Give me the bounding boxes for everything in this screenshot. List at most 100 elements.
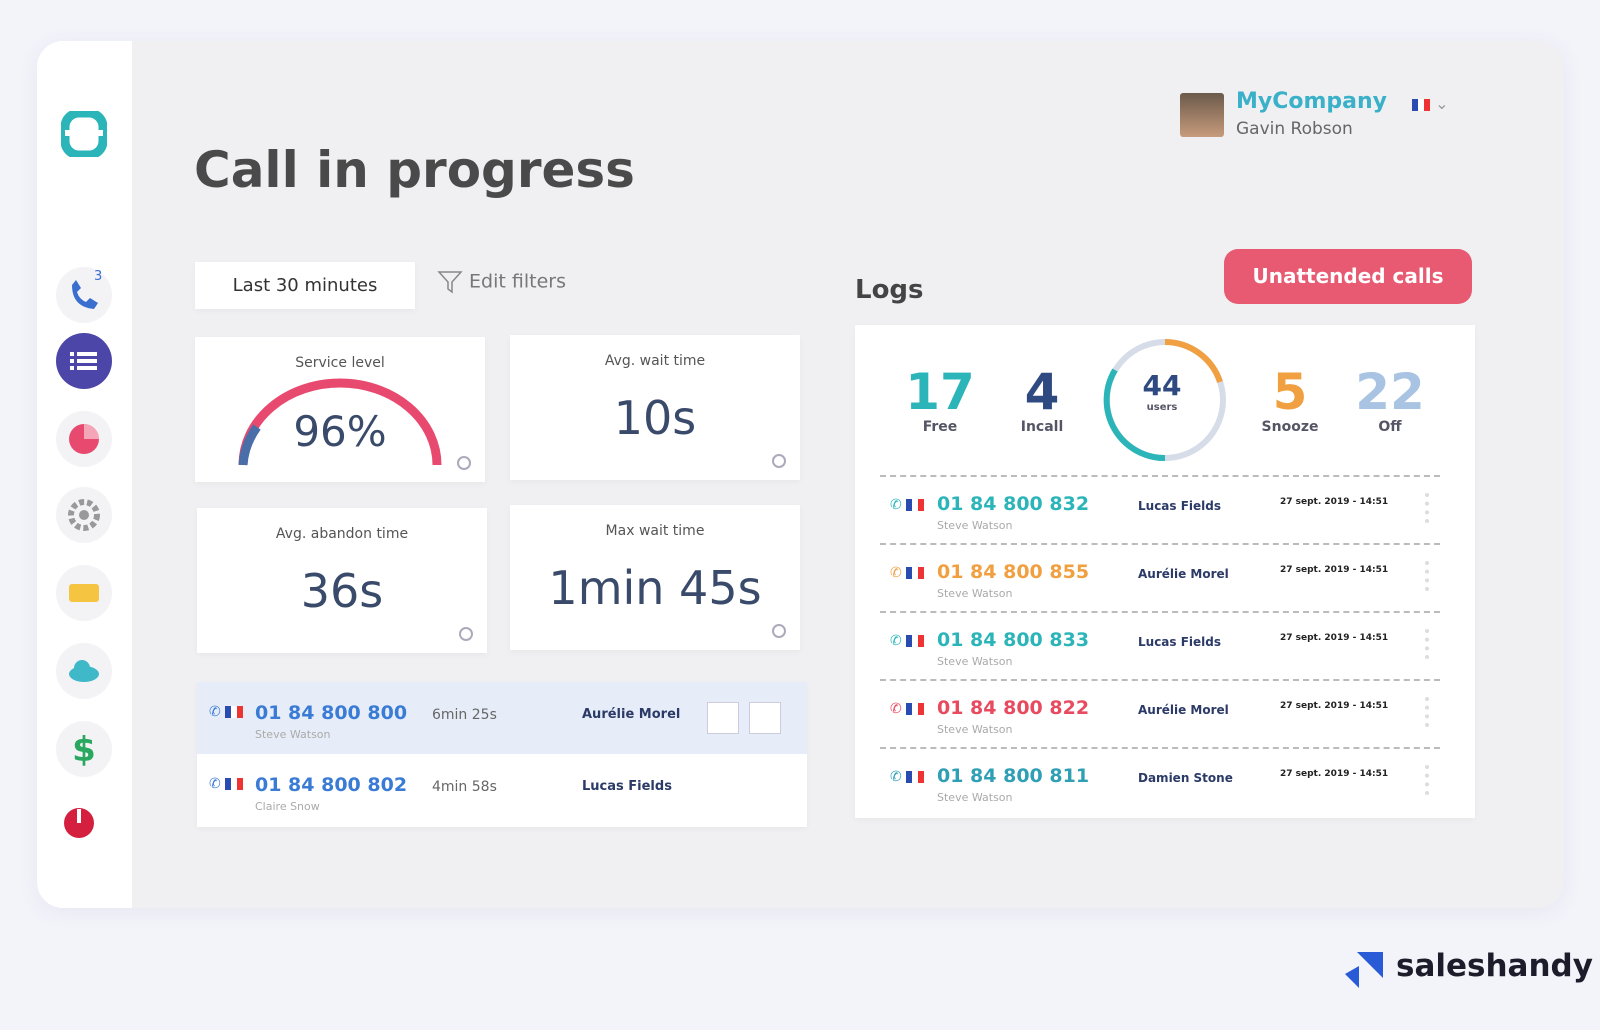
stat-value: 17 <box>905 363 975 421</box>
metric-label: Avg. abandon time <box>275 526 409 542</box>
log-row: ✆ 01 84 800 855 Steve Watson Aurélie Morel… <box>880 543 1440 609</box>
log-caller: Steve Watson <box>937 655 1013 668</box>
metric-label: Max wait time <box>605 523 705 539</box>
unattended-calls-button[interactable]: Unattended calls <box>1224 249 1472 304</box>
log-row: ✆ 01 84 800 832 Steve Watson Lucas Fields 2… <box>880 475 1440 541</box>
page-title: Call in progress <box>194 141 635 199</box>
stat-label: Off <box>1378 419 1402 435</box>
sidebar: 3 $ <box>37 41 132 908</box>
log-agent: Lucas Fields <box>1138 499 1222 513</box>
log-icon: ✆ <box>890 633 925 649</box>
call-icon: ✆ <box>209 776 244 792</box>
stat-label: Snooze <box>1261 419 1319 435</box>
brand-name: saleshandy <box>1396 948 1593 984</box>
metric-settings[interactable] <box>772 624 786 638</box>
list-nav[interactable] <box>56 333 112 389</box>
log-menu[interactable] <box>1425 697 1429 727</box>
log-number: 01 84 800 811 <box>937 765 1090 787</box>
log-agent: Aurélie Morel <box>1138 567 1229 581</box>
log-date: 27 sept. 2019 - 14:51 <box>1280 769 1389 779</box>
metric-value: 96% <box>293 407 387 456</box>
brand-logo <box>1345 952 1383 988</box>
gauge <box>238 378 442 466</box>
user-stat: 22 Off <box>1345 365 1435 435</box>
call-number: 01 84 800 802 <box>255 774 408 796</box>
log-caller: Steve Watson <box>937 723 1013 736</box>
edit-filters[interactable]: Edit filters <box>437 269 566 295</box>
logs-panel: 17 Free 4 Incall 44 users 5 Snooze 22 Off ✆ 01 84 … <box>855 325 1475 818</box>
user-stat: 4 Incall <box>997 365 1087 435</box>
agent-name: Aurélie Morel <box>582 707 681 722</box>
log-menu[interactable] <box>1425 493 1429 523</box>
hangup-button[interactable] <box>749 702 781 734</box>
log-number: 01 84 800 822 <box>937 697 1090 719</box>
metric-settings[interactable] <box>457 456 471 470</box>
metric-card: Service level 96% <box>195 337 485 482</box>
log-row: ✆ 01 84 800 811 Steve Watson Damien Stone 2… <box>880 747 1440 813</box>
stat-value: 22 <box>1355 363 1425 421</box>
company-name[interactable]: MyCompany <box>1236 89 1388 114</box>
log-icon: ✆ <box>890 565 925 581</box>
edit-filters-label: Edit filters <box>469 270 566 293</box>
log-number: 01 84 800 833 <box>937 629 1090 651</box>
call-row: ✆ 01 84 800 802 Claire Snow 4min 58s Lucas … <box>197 754 807 826</box>
metric-settings[interactable] <box>459 627 473 641</box>
metric-value: 10s <box>613 391 697 445</box>
stats-nav[interactable] <box>56 411 112 467</box>
log-menu[interactable] <box>1425 629 1429 659</box>
code-nav[interactable] <box>56 565 112 621</box>
language-select[interactable]: ⌄ <box>1412 94 1449 113</box>
log-date: 27 sept. 2019 - 14:51 <box>1280 565 1389 575</box>
call-row: ✆ 01 84 800 800 Steve Watson 6min 25s Aurél… <box>197 682 807 754</box>
app-window: 3 $ Call in progress MyCompany Gavin Rob… <box>37 41 1564 908</box>
log-row: ✆ 01 84 800 822 Steve Watson Aurélie Morel… <box>880 679 1440 745</box>
calls-badge: 3 <box>94 269 103 284</box>
metric-card: Avg. abandon time 36s <box>197 508 487 653</box>
stat-label: Free <box>922 419 958 435</box>
stat-value: 44 <box>1142 369 1182 402</box>
call-duration: 6min 25s <box>432 707 497 723</box>
metric-label: Avg. wait time <box>604 353 706 369</box>
calls-nav[interactable]: 3 <box>56 267 112 323</box>
log-agent: Aurélie Morel <box>1138 703 1229 717</box>
call-icon: ✆ <box>209 704 244 720</box>
stat-value: 5 <box>1272 363 1308 421</box>
user-name: Gavin Robson <box>1236 119 1353 139</box>
metric-value: 1min 45s <box>548 561 762 615</box>
logout-button[interactable] <box>62 806 96 840</box>
active-calls: ✆ 01 84 800 800 Steve Watson 6min 25s Aurél… <box>197 682 807 827</box>
time-range[interactable]: Last 30 minutes <box>195 262 415 309</box>
stat-value: 4 <box>1024 363 1060 421</box>
logs-title: Logs <box>855 275 924 305</box>
log-caller: Steve Watson <box>937 519 1013 532</box>
user-stat: 17 Free <box>895 365 985 435</box>
stat-label: Incall <box>1020 419 1064 435</box>
metric-settings[interactable] <box>772 454 786 468</box>
avatar <box>1180 93 1224 137</box>
call-number: 01 84 800 800 <box>255 702 408 724</box>
agent-name: Lucas Fields <box>582 779 672 794</box>
log-icon: ✆ <box>890 769 925 785</box>
log-icon: ✆ <box>890 701 925 717</box>
transfer-button[interactable] <box>707 702 739 734</box>
metric-value: 36s <box>300 564 384 618</box>
log-agent: Lucas Fields <box>1138 635 1222 649</box>
users-ring <box>1103 339 1226 462</box>
log-menu[interactable] <box>1425 561 1429 591</box>
svg-text:$: $ <box>72 730 96 770</box>
user-stat: 44 users <box>1117 369 1207 414</box>
billing-nav[interactable]: $ <box>56 721 112 777</box>
user-stat: 5 Snooze <box>1245 365 1335 435</box>
log-caller: Steve Watson <box>937 791 1013 804</box>
log-date: 27 sept. 2019 - 14:51 <box>1280 633 1389 643</box>
cloud-nav[interactable] <box>56 643 112 699</box>
log-date: 27 sept. 2019 - 14:51 <box>1280 701 1389 711</box>
log-date: 27 sept. 2019 - 14:51 <box>1280 497 1389 507</box>
call-duration: 4min 58s <box>432 779 497 795</box>
log-menu[interactable] <box>1425 765 1429 795</box>
metric-card: Avg. wait time 10s <box>510 335 800 480</box>
settings-nav[interactable] <box>56 487 112 543</box>
metric-card: Max wait time 1min 45s <box>510 505 800 650</box>
caller-name: Steve Watson <box>255 728 331 741</box>
stat-label: users <box>1146 402 1178 413</box>
